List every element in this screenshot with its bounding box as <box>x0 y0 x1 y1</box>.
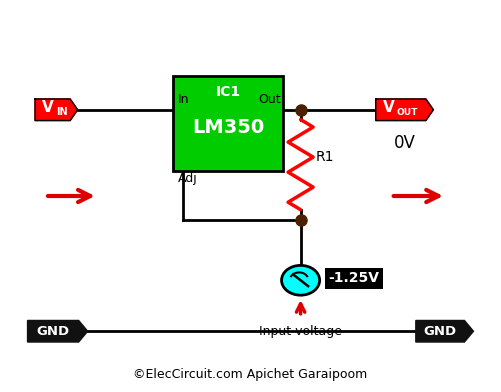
Text: GND: GND <box>423 325 457 338</box>
Text: V: V <box>383 100 395 114</box>
Text: Adj: Adj <box>178 172 197 185</box>
Text: Input voltage: Input voltage <box>259 325 342 338</box>
Text: V: V <box>42 100 54 114</box>
Text: Out: Out <box>258 93 281 106</box>
Text: LM350: LM350 <box>192 118 264 137</box>
Text: GND: GND <box>37 325 70 338</box>
Text: ©ElecCircuit.com Apichet Garaipoom: ©ElecCircuit.com Apichet Garaipoom <box>133 368 368 381</box>
Text: OUT: OUT <box>397 108 418 116</box>
Bar <box>173 76 283 171</box>
Text: In: In <box>178 93 189 106</box>
Text: -1.25V: -1.25V <box>328 271 379 285</box>
Text: IC1: IC1 <box>215 85 240 99</box>
Polygon shape <box>28 321 88 342</box>
Circle shape <box>282 265 320 295</box>
Polygon shape <box>376 99 433 121</box>
Polygon shape <box>416 321 473 342</box>
Text: 0V: 0V <box>394 134 415 152</box>
Polygon shape <box>35 99 78 121</box>
Text: IN: IN <box>56 107 68 117</box>
Text: R1: R1 <box>316 150 334 164</box>
